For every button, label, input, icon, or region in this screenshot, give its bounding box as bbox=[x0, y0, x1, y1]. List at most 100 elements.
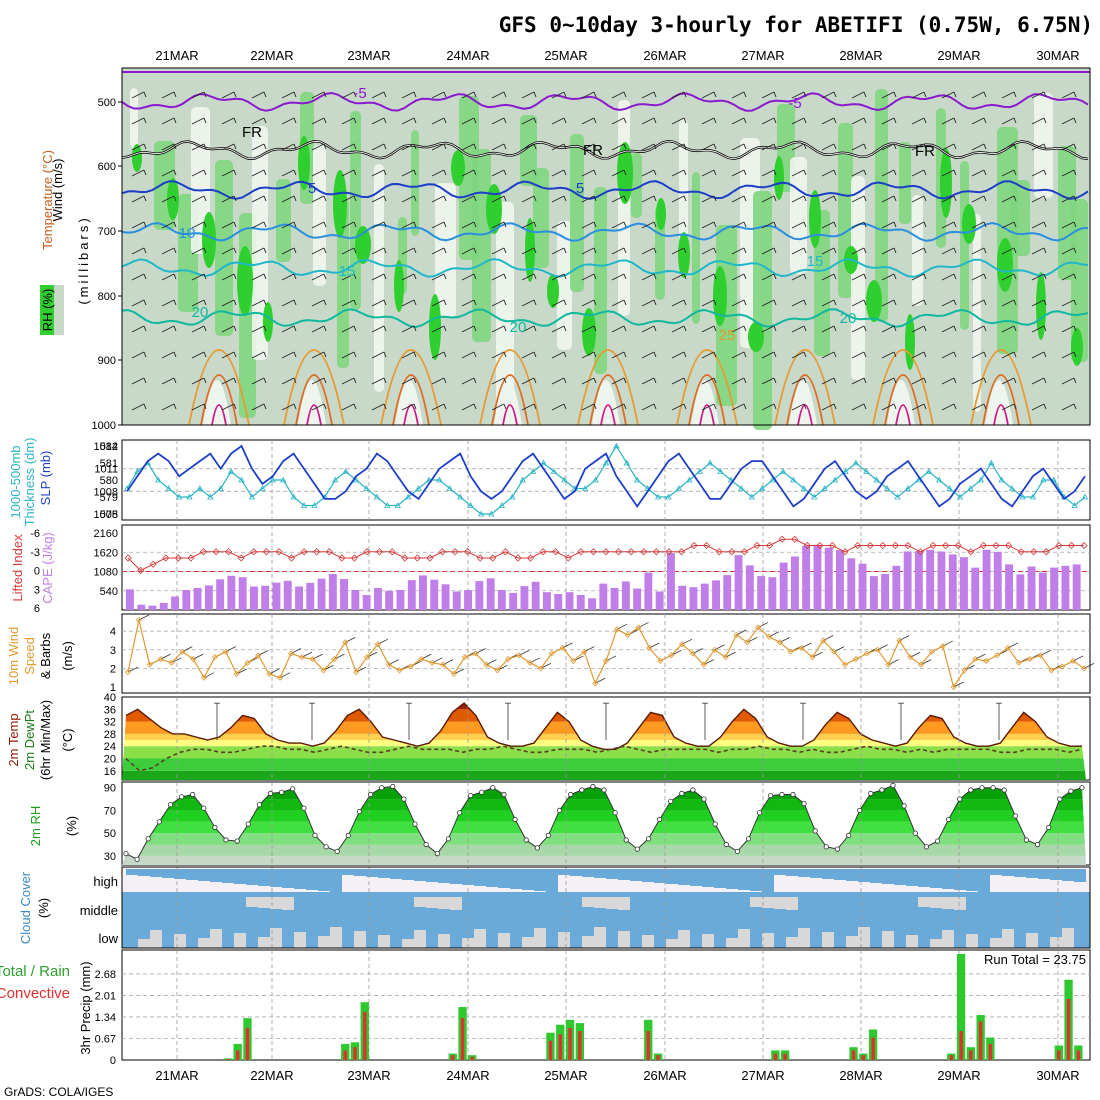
temp-ylabels: 2m Temp 2m DewPt (6hr Min/Max) (°C) bbox=[6, 700, 75, 780]
wind-barb-flag bbox=[233, 351, 237, 358]
cloud-high-bar bbox=[786, 869, 798, 876]
wind-barb-flag bbox=[1043, 91, 1047, 98]
cape-bar bbox=[700, 583, 709, 610]
wind-barb bbox=[671, 325, 685, 333]
wind-barb bbox=[431, 351, 445, 359]
slp-tick-label: 1011 bbox=[94, 464, 118, 476]
wind-barb-flag bbox=[773, 403, 777, 410]
wind-barb-flag bbox=[593, 143, 597, 150]
wind-barb-flag bbox=[563, 91, 567, 98]
wind-barb bbox=[491, 403, 505, 411]
cape-bar bbox=[993, 551, 1002, 610]
wind-barb-flag bbox=[443, 403, 447, 410]
wind-barb bbox=[161, 299, 175, 307]
cloud-high-bar bbox=[402, 869, 414, 880]
wind-barb-flag bbox=[263, 221, 267, 228]
wind-tick-label: 1 bbox=[110, 682, 116, 694]
wind-barb-flag bbox=[203, 325, 207, 332]
rh-shade-dark bbox=[486, 184, 502, 234]
cloud-high-bar bbox=[966, 869, 978, 891]
rh-shade-dark bbox=[713, 266, 727, 326]
wind-speed-point bbox=[841, 661, 849, 668]
wind-barb bbox=[281, 117, 295, 125]
wind-barb-flag bbox=[533, 143, 537, 150]
wind-barb-flag bbox=[713, 403, 717, 410]
wind-barb bbox=[941, 247, 955, 255]
wind-barb bbox=[881, 273, 895, 281]
wind-barb bbox=[941, 325, 955, 333]
rh-point bbox=[890, 782, 896, 789]
cloud-high-bar bbox=[738, 869, 750, 890]
wind-barb bbox=[1031, 143, 1045, 151]
wind-speed-point bbox=[852, 656, 859, 663]
precip-ylabel-1: Total / Rain bbox=[0, 963, 70, 980]
bottom-date-labels: 21MAR 22MAR 23MAR 24MAR 25MAR 26MAR 27MAR 28MAR… bbox=[155, 1068, 1079, 1083]
wind-barb bbox=[1061, 299, 1075, 307]
rh-point bbox=[434, 850, 440, 857]
cape-bar bbox=[306, 582, 315, 610]
wind-barb-flag bbox=[263, 273, 267, 280]
wind-barb bbox=[191, 169, 205, 177]
precip-conv-bar bbox=[558, 1034, 562, 1060]
wind-barb-flag bbox=[563, 377, 567, 384]
wind-barb-flag bbox=[413, 91, 417, 98]
cloud-low-gap bbox=[702, 934, 714, 948]
li-point bbox=[325, 548, 333, 556]
cape-bar bbox=[486, 578, 495, 610]
wind-barb bbox=[281, 351, 295, 359]
wind-barb-flag bbox=[803, 221, 807, 228]
thickness-point bbox=[529, 468, 537, 474]
wind-barb-flag bbox=[143, 351, 147, 358]
wind-barb-flag bbox=[533, 247, 537, 254]
wind-barb bbox=[551, 325, 565, 333]
wind-barb bbox=[881, 221, 895, 229]
wind-barb bbox=[311, 91, 325, 99]
wind-barb bbox=[551, 299, 565, 307]
wind-barb bbox=[281, 221, 295, 229]
wind-speed-point bbox=[505, 656, 512, 663]
thickness-point bbox=[988, 459, 995, 466]
wind-barb bbox=[191, 403, 205, 411]
wind-barb-flag bbox=[503, 299, 507, 306]
wind-speed-point bbox=[700, 661, 707, 668]
rh-shade-dark bbox=[298, 136, 310, 190]
li-point bbox=[904, 541, 912, 550]
wind-barb-flag bbox=[773, 351, 777, 358]
wind-barb-flag bbox=[1013, 403, 1017, 410]
wind-barb bbox=[281, 403, 295, 411]
upper-ylabel-pressure: (millibars) bbox=[76, 215, 91, 304]
cape-ylabels: Lifted Index CAPE (J/kg) bbox=[10, 532, 55, 604]
wind-barb bbox=[1031, 403, 1045, 411]
cloud-high-bar bbox=[186, 869, 198, 880]
contour-label: FR bbox=[915, 143, 935, 160]
cape-bar bbox=[148, 605, 157, 610]
wind-barb bbox=[371, 169, 385, 177]
wind-speed-point bbox=[581, 648, 588, 655]
cloud-low-gap bbox=[378, 935, 390, 948]
wind-barb bbox=[731, 299, 745, 307]
wind-barb bbox=[461, 221, 475, 229]
thickness-tick-label: 579 bbox=[100, 492, 118, 504]
wind-barb bbox=[371, 403, 385, 411]
wind-barb bbox=[371, 377, 385, 385]
wind-barb-flag bbox=[413, 221, 417, 228]
cloud-low-gap bbox=[558, 932, 570, 948]
wind-speed-point bbox=[928, 648, 935, 655]
li-point bbox=[828, 541, 836, 550]
wind-barb bbox=[551, 377, 565, 385]
temp-contour-30 bbox=[786, 374, 824, 426]
wind-barb bbox=[191, 273, 205, 281]
wind-barb-flag bbox=[893, 195, 897, 202]
wind-barb-flag bbox=[1073, 169, 1077, 176]
li-point bbox=[124, 554, 132, 562]
wind-barb-flag bbox=[443, 169, 447, 176]
thickness-point bbox=[977, 476, 985, 483]
cape-bar bbox=[430, 579, 439, 610]
wind-barb bbox=[941, 195, 955, 203]
wind-barb bbox=[761, 195, 775, 203]
panel-frame bbox=[121, 949, 1091, 1061]
thickness-point bbox=[352, 476, 360, 483]
wind-barb-flag bbox=[593, 351, 597, 358]
cloud-mid-gap bbox=[918, 897, 930, 907]
